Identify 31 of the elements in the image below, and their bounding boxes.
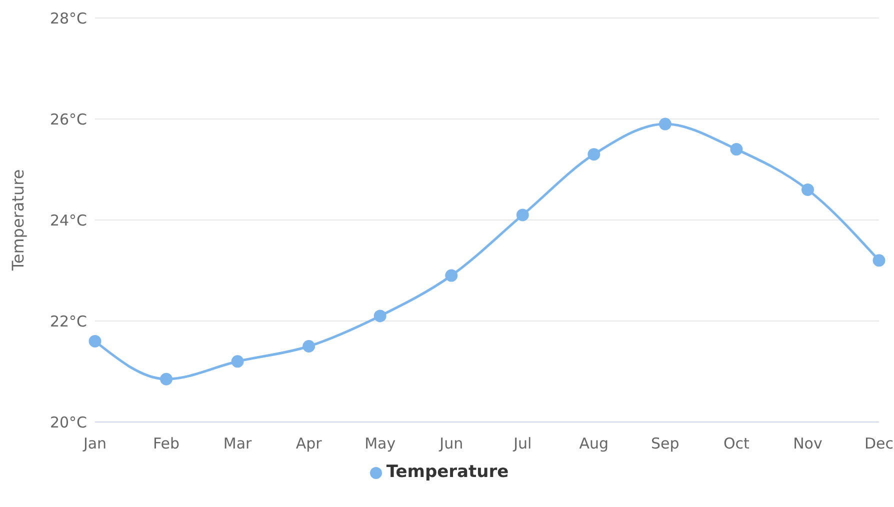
point [302, 340, 316, 352]
x-tick-label: Apr [296, 434, 323, 453]
y-tick-label: 28°C [50, 9, 87, 28]
y-tick-label: 24°C [50, 211, 87, 230]
y-tick-label: 22°C [50, 312, 87, 330]
point [801, 183, 814, 196]
point [658, 118, 672, 130]
x-tick-label: Mar [223, 434, 253, 453]
x-tick-label: Nov [793, 434, 822, 453]
y-tick-label: 26°C [50, 110, 87, 128]
point [588, 148, 600, 161]
x-tick-label: Dec [864, 434, 894, 453]
x-tick-label: Oct [723, 434, 750, 453]
y-axis-title: Temperature [8, 169, 28, 272]
x-tick-label: Jan [82, 434, 107, 453]
x-tick-label: Jun [438, 434, 464, 453]
x-tick-label: Feb [152, 434, 180, 453]
point [374, 310, 386, 322]
point [160, 372, 173, 386]
x-tick-label: Jul [512, 434, 532, 453]
point [516, 208, 529, 222]
point [872, 254, 886, 267]
y-tick-label: 20°C [50, 413, 87, 432]
point [730, 143, 743, 156]
point [445, 269, 458, 282]
point [88, 334, 102, 348]
x-tick-label: Aug [579, 434, 609, 453]
legend-label: Temperature [386, 462, 509, 482]
x-tick-label: May [364, 434, 396, 453]
point [231, 355, 244, 368]
x-tick-label: Sep [651, 434, 680, 453]
